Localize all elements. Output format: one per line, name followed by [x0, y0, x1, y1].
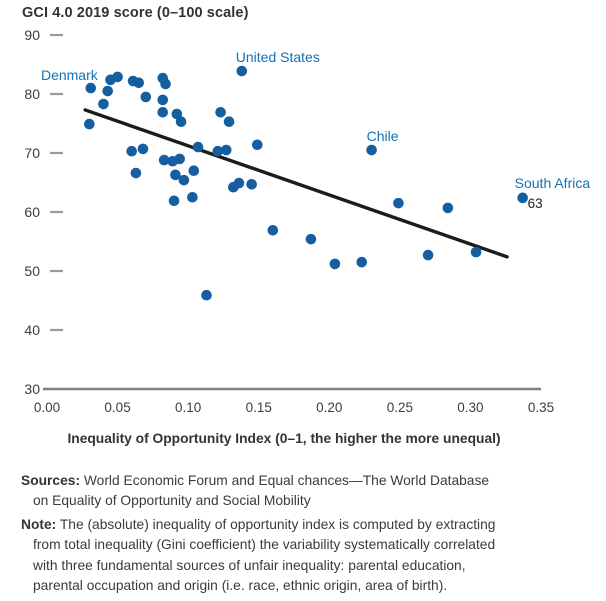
data-point: [223, 116, 235, 128]
data-point: [267, 224, 279, 236]
scatter-chart: 30 40 50 60 70 80 90 0.00 0.05 0.10 0.15 0.20 0.25 0.…: [24, 27, 591, 446]
data-point: [178, 174, 190, 186]
x-tick-label: 0.05: [104, 400, 130, 415]
note-text: The (absolute) inequality of opportunity…: [56, 517, 496, 532]
x-tick-label: 0.25: [387, 400, 413, 415]
data-point: [157, 94, 169, 106]
data-point: [366, 144, 377, 156]
note-line: with three fundamental sources of unfair…: [33, 557, 466, 573]
data-point: [112, 71, 123, 83]
data-point: [470, 246, 482, 258]
y-tick-label: 50: [24, 263, 40, 279]
note-line: parental occupation and origin (i.e. rac…: [33, 578, 448, 594]
sources-line: Sources: World Economic Forum and Equal …: [21, 471, 601, 491]
data-point: [130, 167, 142, 179]
data-point: [85, 82, 97, 94]
x-tick-label: 0.30: [457, 400, 483, 415]
data-point: [233, 177, 245, 189]
data-point: [158, 154, 170, 166]
chart-title: GCI 4.0 2019 score (0–100 scale): [22, 5, 249, 21]
data-point: [215, 106, 226, 118]
y-tick-label: 40: [24, 322, 40, 338]
data-point: [102, 85, 113, 97]
data-point: [160, 78, 171, 90]
y-tick-label: 60: [24, 204, 40, 220]
data-point: [252, 139, 263, 151]
data-point: [174, 153, 185, 165]
note-label: Note:: [21, 517, 57, 532]
x-tick-label: 0.35: [528, 400, 554, 415]
data-point: [305, 233, 317, 245]
data-point: [212, 145, 224, 157]
x-tick-label: 0.15: [246, 400, 272, 415]
data-point: [442, 202, 454, 214]
data-point: [201, 289, 212, 301]
data-point: [133, 77, 145, 89]
sources-label: Sources:: [21, 473, 81, 488]
data-point: [187, 191, 198, 203]
data-point: [137, 143, 149, 155]
data-point: [175, 116, 187, 128]
data-point: [422, 249, 434, 261]
data-point: [517, 192, 528, 204]
point-value-label: 63: [528, 196, 543, 211]
data-point: [157, 106, 169, 118]
x-tick-label: 0.00: [34, 400, 60, 415]
country-label: United States: [236, 49, 320, 65]
data-point: [126, 145, 137, 157]
data-point: [246, 178, 257, 190]
data-point: [168, 195, 180, 207]
data-point: [393, 197, 404, 209]
data-point: [170, 169, 181, 181]
data-point: [140, 91, 152, 103]
sources-block: Sources: World Economic Forum and Equal …: [21, 471, 601, 512]
country-label: South Africa: [515, 175, 591, 191]
x-tick-label: 0.20: [316, 400, 342, 415]
data-point: [356, 256, 368, 268]
data-point: [220, 144, 232, 156]
data-point: [236, 65, 248, 77]
y-tick-label: 30: [24, 381, 40, 397]
trend-line: [83, 108, 509, 259]
sources-text: World Economic Forum and Equal chances—T…: [80, 473, 490, 488]
note-line: Note: The (absolute) inequality of oppor…: [21, 515, 601, 535]
y-tick-label: 90: [24, 27, 40, 43]
x-tick-label: 0.10: [175, 400, 201, 415]
data-point: [98, 98, 109, 110]
y-tick-label: 70: [24, 145, 40, 161]
note-block: Note: The (absolute) inequality of oppor…: [21, 515, 601, 597]
x-axis-title: Inequality of Opportunity Index (0–1, th…: [67, 431, 500, 446]
note-line: from total inequality (Gini coefficient)…: [33, 537, 496, 553]
data-point: [84, 118, 95, 130]
y-tick-label: 80: [24, 86, 40, 102]
country-label: Chile: [367, 128, 399, 144]
data-point: [329, 258, 341, 270]
country-label: Denmark: [41, 67, 99, 83]
data-point: [188, 165, 200, 176]
sources-line: on Equality of Opportunity and Social Mo…: [33, 493, 311, 509]
data-point: [192, 141, 204, 153]
